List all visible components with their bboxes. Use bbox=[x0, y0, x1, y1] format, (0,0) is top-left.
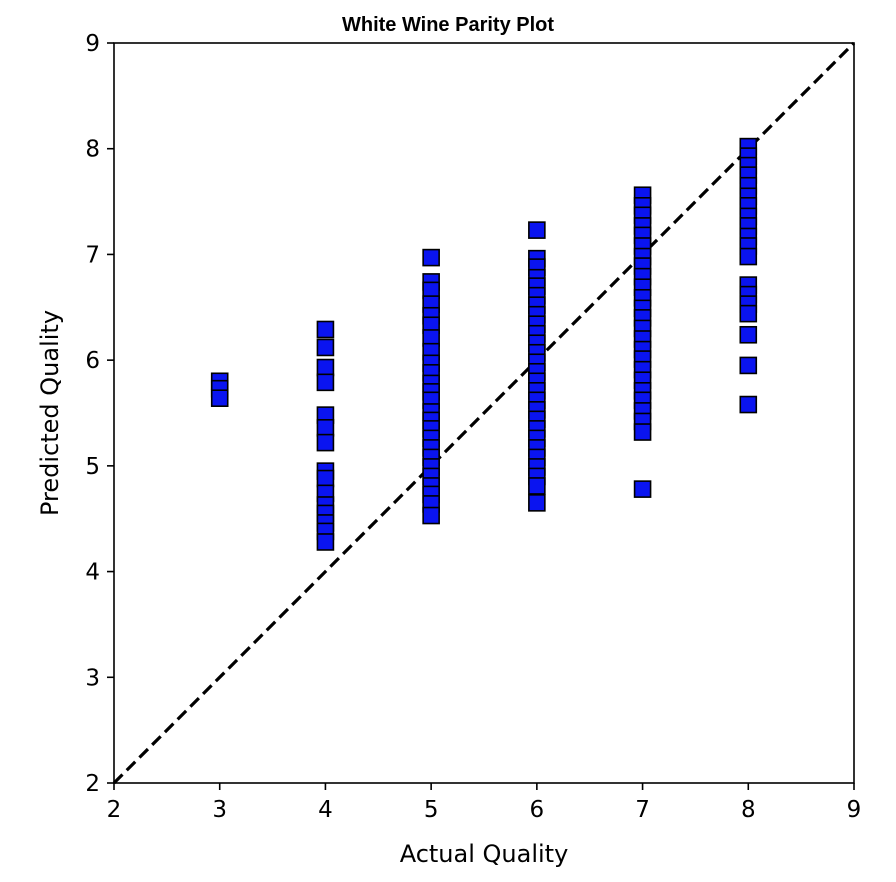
data-point bbox=[633, 480, 652, 498]
x-tick-label: 4 bbox=[318, 797, 333, 823]
y-tick-label: 8 bbox=[85, 137, 100, 163]
data-point bbox=[528, 494, 546, 512]
plot-frame bbox=[113, 42, 855, 784]
y-tick-label: 6 bbox=[85, 348, 100, 374]
y-tick-label: 5 bbox=[85, 454, 100, 480]
data-point bbox=[316, 433, 335, 452]
data-point bbox=[316, 338, 335, 357]
chart-title: White Wine Parity Plot bbox=[342, 14, 554, 36]
parity-reference-line bbox=[112, 41, 856, 785]
data-point bbox=[633, 423, 652, 441]
y-tick-label: 7 bbox=[85, 242, 100, 268]
data-point bbox=[739, 304, 758, 323]
points-layer bbox=[210, 137, 758, 551]
x-axis-label: Actual Quality bbox=[400, 840, 569, 868]
y-axis: 2 3 4 5 6 7 8 9 bbox=[85, 31, 114, 797]
x-tick-label: 6 bbox=[530, 797, 545, 823]
x-tick-label: 3 bbox=[212, 797, 227, 823]
data-point bbox=[422, 506, 440, 525]
data-point bbox=[316, 358, 335, 377]
x-tick-label: 7 bbox=[635, 797, 650, 823]
y-axis-label: Predicted Quality bbox=[36, 310, 64, 516]
data-point bbox=[739, 356, 758, 375]
data-point bbox=[210, 389, 229, 408]
data-point bbox=[316, 418, 335, 437]
y-tick-label: 2 bbox=[85, 771, 100, 797]
data-point bbox=[528, 477, 546, 495]
data-point bbox=[739, 325, 758, 344]
data-point bbox=[316, 320, 335, 339]
y-tick-label: 9 bbox=[85, 31, 100, 57]
x-axis: 2 3 4 5 6 7 8 9 bbox=[107, 783, 862, 823]
x-tick-label: 2 bbox=[107, 797, 122, 823]
x-tick-label: 9 bbox=[847, 797, 862, 823]
reference-line-layer bbox=[112, 41, 856, 785]
data-point bbox=[739, 395, 758, 414]
data-point bbox=[739, 247, 758, 266]
x-tick-label: 5 bbox=[424, 797, 439, 823]
y-tick-label: 4 bbox=[85, 560, 100, 586]
x-tick-label: 8 bbox=[741, 797, 756, 823]
data-point bbox=[316, 533, 335, 551]
data-point bbox=[528, 221, 546, 239]
data-point bbox=[316, 373, 335, 392]
y-tick-label: 3 bbox=[85, 665, 100, 691]
data-point bbox=[422, 248, 440, 267]
data-point bbox=[316, 469, 335, 488]
